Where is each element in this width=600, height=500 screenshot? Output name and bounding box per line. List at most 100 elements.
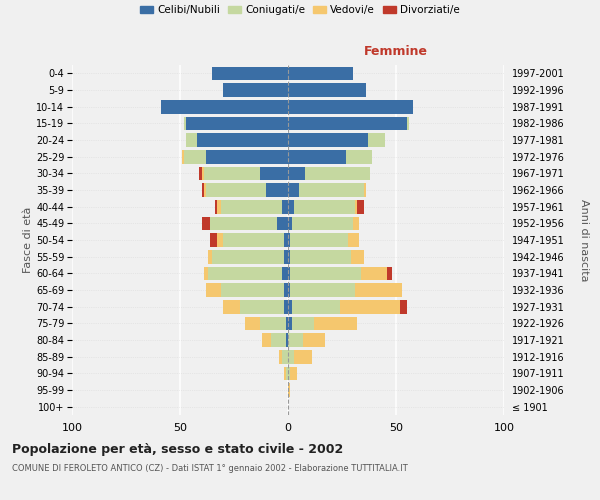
Bar <box>202 216 210 230</box>
Bar <box>290 266 361 280</box>
Bar <box>223 83 288 97</box>
Bar <box>288 250 290 264</box>
Bar <box>288 233 290 247</box>
Bar <box>184 116 187 130</box>
Bar <box>187 116 288 130</box>
Bar <box>288 316 292 330</box>
Bar <box>204 266 208 280</box>
Bar <box>295 200 355 213</box>
Bar <box>210 233 217 247</box>
Bar <box>217 200 221 213</box>
Bar <box>204 183 206 197</box>
Y-axis label: Anni di nascita: Anni di nascita <box>579 198 589 281</box>
Bar <box>262 333 271 347</box>
Bar <box>284 250 288 264</box>
Bar <box>271 333 286 347</box>
Bar <box>286 316 288 330</box>
Bar <box>284 366 286 380</box>
Bar <box>204 166 260 180</box>
Bar <box>260 316 286 330</box>
Bar <box>245 316 260 330</box>
Bar <box>202 166 204 180</box>
Bar <box>221 200 281 213</box>
Bar <box>364 183 366 197</box>
Bar <box>208 266 281 280</box>
Bar <box>161 100 288 114</box>
Bar <box>184 150 206 164</box>
Bar <box>290 366 296 380</box>
Bar <box>199 166 202 180</box>
Bar <box>292 300 340 314</box>
Bar <box>223 233 284 247</box>
Bar <box>305 166 370 180</box>
Text: Popolazione per età, sesso e stato civile - 2002: Popolazione per età, sesso e stato civil… <box>12 442 343 456</box>
Bar <box>217 233 223 247</box>
Bar <box>353 216 359 230</box>
Bar <box>288 216 292 230</box>
Bar <box>260 166 288 180</box>
Bar <box>212 66 288 80</box>
Bar <box>281 350 288 364</box>
Bar <box>288 300 292 314</box>
Bar <box>288 83 366 97</box>
Bar <box>288 66 353 80</box>
Bar <box>206 150 288 164</box>
Bar <box>355 283 403 297</box>
Bar <box>286 366 288 380</box>
Bar <box>212 250 284 264</box>
Bar <box>206 183 266 197</box>
Bar <box>288 183 299 197</box>
Text: COMUNE DI FEROLETO ANTICO (CZ) - Dati ISTAT 1° gennaio 2002 - Elaborazione TUTTI: COMUNE DI FEROLETO ANTICO (CZ) - Dati IS… <box>12 464 408 473</box>
Y-axis label: Fasce di età: Fasce di età <box>23 207 33 273</box>
Bar <box>280 350 281 364</box>
Bar <box>361 266 388 280</box>
Bar <box>290 283 355 297</box>
Bar <box>314 316 357 330</box>
Bar <box>210 216 277 230</box>
Bar <box>295 350 312 364</box>
Bar <box>340 300 400 314</box>
Bar <box>215 200 217 213</box>
Bar <box>187 133 197 147</box>
Bar <box>277 216 288 230</box>
Bar <box>346 150 372 164</box>
Bar <box>350 250 364 264</box>
Bar <box>299 183 364 197</box>
Bar <box>288 100 413 114</box>
Text: Femmine: Femmine <box>364 45 428 58</box>
Bar <box>303 333 325 347</box>
Bar <box>388 266 392 280</box>
Bar <box>290 233 349 247</box>
Bar <box>355 200 357 213</box>
Bar <box>284 300 288 314</box>
Bar <box>202 183 204 197</box>
Bar <box>208 250 212 264</box>
Bar <box>266 183 288 197</box>
Bar <box>223 300 241 314</box>
Bar <box>206 283 221 297</box>
Bar <box>288 333 303 347</box>
Legend: Celibi/Nubili, Coniugati/e, Vedovi/e, Divorziati/e: Celibi/Nubili, Coniugati/e, Vedovi/e, Di… <box>140 5 460 15</box>
Bar <box>281 200 288 213</box>
Bar <box>288 200 295 213</box>
Bar <box>357 200 364 213</box>
Bar <box>407 116 409 130</box>
Bar <box>286 333 288 347</box>
Bar <box>182 150 184 164</box>
Bar <box>284 283 288 297</box>
Bar <box>292 316 314 330</box>
Bar <box>290 250 350 264</box>
Bar <box>221 283 284 297</box>
Bar <box>288 116 407 130</box>
Bar <box>288 350 295 364</box>
Bar <box>288 133 368 147</box>
Bar <box>288 366 290 380</box>
Bar <box>288 383 290 397</box>
Bar <box>288 166 305 180</box>
Bar <box>288 150 346 164</box>
Bar <box>288 283 290 297</box>
Bar <box>368 133 385 147</box>
Bar <box>281 266 288 280</box>
Bar <box>349 233 359 247</box>
Bar <box>288 266 290 280</box>
